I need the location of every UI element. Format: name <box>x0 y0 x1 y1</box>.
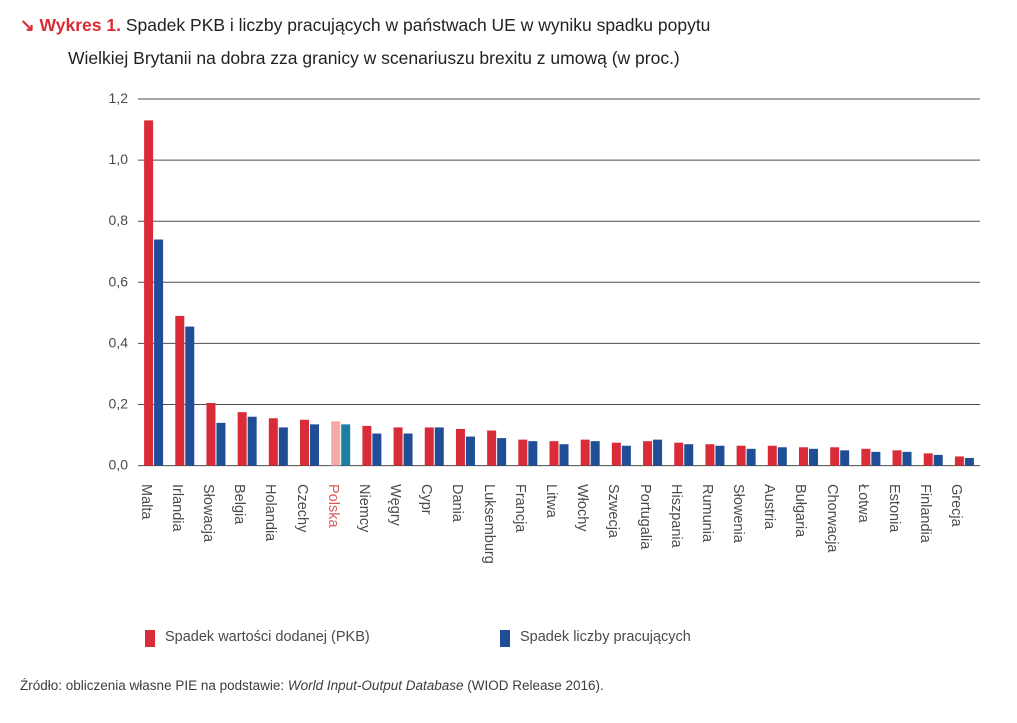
svg-text:0,2: 0,2 <box>109 396 129 412</box>
svg-text:1,2: 1,2 <box>109 90 129 106</box>
svg-text:0,6: 0,6 <box>109 273 129 289</box>
svg-text:0,4: 0,4 <box>109 334 129 350</box>
svg-text:1,0: 1,0 <box>109 151 129 167</box>
svg-text:0,0: 0,0 <box>109 457 129 473</box>
svg-text:0,8: 0,8 <box>109 212 129 228</box>
